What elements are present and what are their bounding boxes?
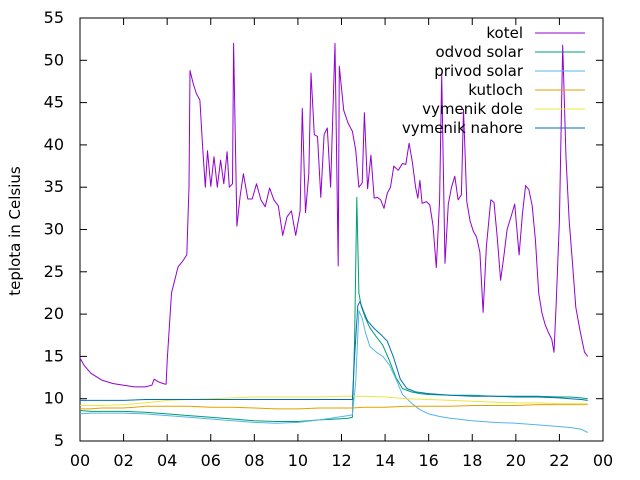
series-line-vymenik-dole bbox=[80, 395, 588, 406]
x-tick-label: 16 bbox=[418, 451, 438, 470]
y-axis-label: teplota in Celsius bbox=[6, 166, 24, 296]
x-tick-label: 10 bbox=[288, 451, 308, 470]
y-tick-label: 40 bbox=[44, 135, 64, 154]
legend-label: kotel bbox=[486, 24, 523, 42]
x-tick-label: 04 bbox=[157, 451, 177, 470]
y-tick-label: 5 bbox=[54, 431, 64, 450]
x-tick-label: 22 bbox=[549, 451, 569, 470]
y-tick-label: 50 bbox=[44, 50, 64, 69]
series-line-odvod-solar bbox=[79, 196, 588, 422]
series-line-vymenik-nahore bbox=[80, 300, 588, 401]
series-lines bbox=[79, 42, 589, 433]
legend-label: vymenik dole bbox=[422, 100, 523, 118]
x-tick-label: 00 bbox=[593, 451, 613, 470]
y-tick-label: 25 bbox=[44, 262, 64, 281]
y-tick-label: 10 bbox=[44, 389, 64, 408]
legend-label: vymenik nahore bbox=[402, 119, 523, 137]
x-tick-label: 20 bbox=[506, 451, 526, 470]
x-tick-label: 12 bbox=[331, 451, 351, 470]
legend-label: odvod solar bbox=[435, 43, 523, 61]
x-tick-label: 18 bbox=[462, 451, 482, 470]
x-tick-label: 02 bbox=[113, 451, 133, 470]
series-line-privod-solar bbox=[79, 310, 588, 433]
series-line-kotel bbox=[79, 42, 589, 388]
y-tick-label: 45 bbox=[44, 93, 64, 112]
x-tick-label: 00 bbox=[70, 451, 90, 470]
y-tick-label: 20 bbox=[44, 304, 64, 323]
legend-label: privod solar bbox=[434, 62, 524, 80]
series-line-kutloch bbox=[80, 404, 588, 410]
y-tick-label: 55 bbox=[44, 8, 64, 27]
axis-ticks: 5 10 15 20 25 30 35 40 45 50 55 00 02 04 06 08 10 12 14 16 1… bbox=[44, 8, 614, 470]
y-tick-label: 35 bbox=[44, 177, 64, 196]
legend-label: kutloch bbox=[468, 81, 523, 99]
x-tick-label: 08 bbox=[244, 451, 264, 470]
x-tick-label: 14 bbox=[375, 451, 395, 470]
y-tick-label: 30 bbox=[44, 220, 64, 239]
plot-border bbox=[79, 17, 604, 442]
y-tick-label: 15 bbox=[44, 346, 64, 365]
plot-frame bbox=[79, 17, 604, 442]
x-tick-label: 06 bbox=[201, 451, 221, 470]
